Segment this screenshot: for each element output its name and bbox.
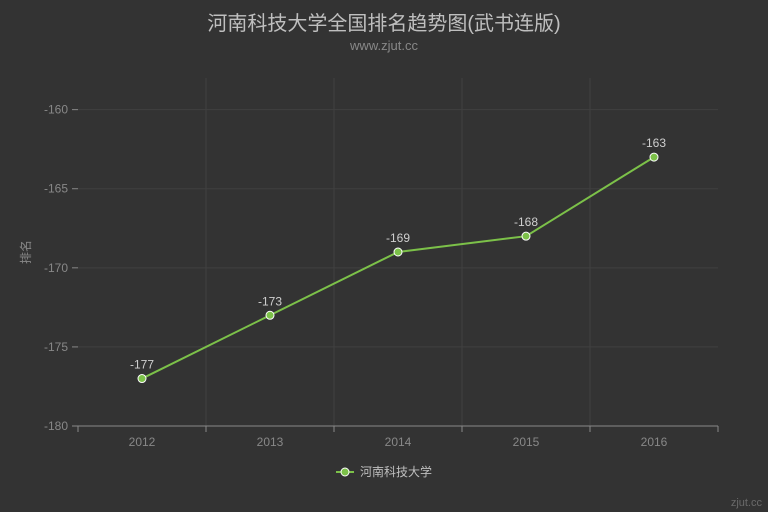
credit-text: zjut.cc <box>731 497 763 509</box>
x-tick-label: 2013 <box>257 435 284 449</box>
x-tick-label: 2015 <box>513 435 540 449</box>
y-tick-label: -175 <box>44 340 68 354</box>
data-label: -163 <box>642 136 666 150</box>
data-label: -173 <box>258 294 282 308</box>
chart-subtitle: www.zjut.cc <box>349 38 418 53</box>
legend-marker-icon <box>341 468 349 476</box>
data-label: -168 <box>514 215 538 229</box>
chart-title: 河南科技大学全国排名趋势图(武书连版) <box>207 12 560 35</box>
y-tick-label: -160 <box>44 103 68 117</box>
data-point <box>522 232 530 240</box>
ranking-trend-chart: 河南科技大学全国排名趋势图(武书连版) www.zjut.cc -180 -175 -1… <box>0 0 768 512</box>
data-point <box>394 248 402 256</box>
data-label: -169 <box>386 231 410 245</box>
x-tick-label: 2014 <box>385 435 412 449</box>
data-point <box>266 311 274 319</box>
data-point <box>650 153 658 161</box>
y-axis-title: 排名 <box>18 240 33 264</box>
x-tick-label: 2016 <box>641 435 668 449</box>
y-tick-label: -165 <box>44 182 68 196</box>
data-point <box>138 375 146 383</box>
x-tick-label: 2012 <box>129 435 156 449</box>
legend-label: 河南科技大学 <box>360 464 432 479</box>
data-label: -177 <box>130 358 154 372</box>
y-tick-label: -180 <box>44 419 68 433</box>
y-tick-label: -170 <box>44 261 68 275</box>
